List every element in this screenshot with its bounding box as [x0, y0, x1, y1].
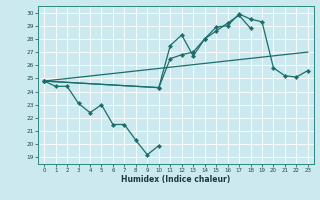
- X-axis label: Humidex (Indice chaleur): Humidex (Indice chaleur): [121, 175, 231, 184]
